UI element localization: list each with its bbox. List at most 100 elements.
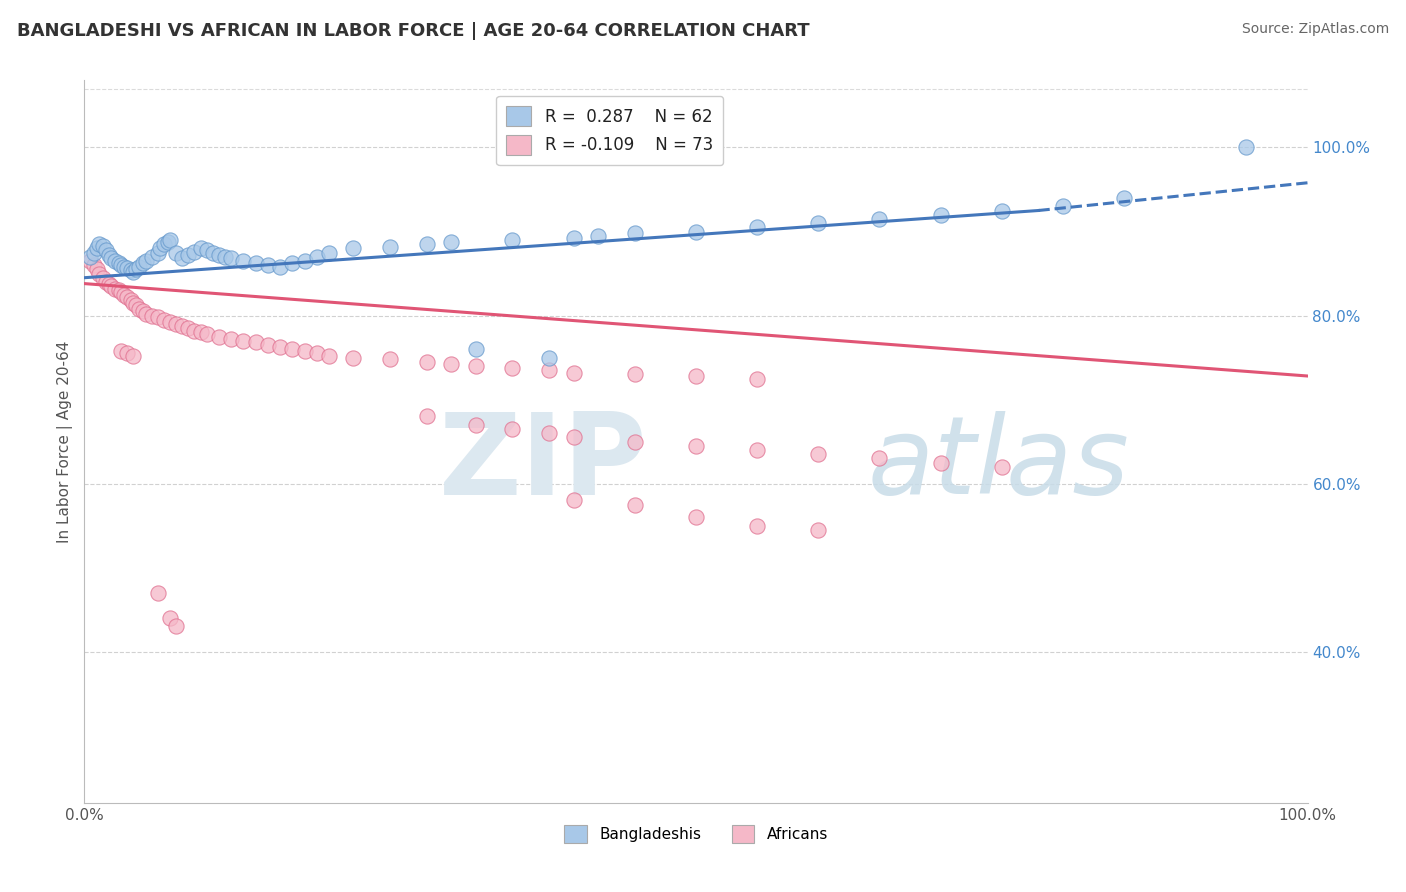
Point <box>104 253 127 268</box>
Point <box>86 241 108 255</box>
Point <box>281 342 304 356</box>
Point <box>342 351 364 365</box>
Point <box>153 237 176 252</box>
Point <box>440 357 463 371</box>
Point <box>83 258 105 272</box>
Point <box>869 451 891 466</box>
Point <box>146 310 169 325</box>
Point <box>79 250 101 264</box>
Point <box>172 318 194 333</box>
Point <box>107 256 129 270</box>
Point <box>100 252 122 266</box>
Point <box>685 225 707 239</box>
Point <box>257 338 280 352</box>
Point <box>232 334 254 348</box>
Point <box>97 248 120 262</box>
Point <box>110 285 132 299</box>
Point <box>747 442 769 457</box>
Point <box>538 426 561 441</box>
Point <box>115 346 138 360</box>
Point <box>562 430 585 444</box>
Text: Source: ZipAtlas.com: Source: ZipAtlas.com <box>1241 22 1389 37</box>
Point <box>125 262 148 277</box>
Point <box>120 293 142 308</box>
Point <box>538 351 561 365</box>
Point <box>87 237 110 252</box>
Point <box>245 335 267 350</box>
Point <box>269 260 291 274</box>
Point <box>929 208 952 222</box>
Point <box>110 343 132 358</box>
Point <box>747 371 769 385</box>
Point <box>128 260 150 274</box>
Point <box>624 434 647 449</box>
Point <box>562 231 585 245</box>
Point <box>153 312 176 326</box>
Point <box>165 619 187 633</box>
Point <box>624 498 647 512</box>
Point <box>440 235 463 249</box>
Point <box>257 258 280 272</box>
Point <box>183 324 205 338</box>
Y-axis label: In Labor Force | Age 20-64: In Labor Force | Age 20-64 <box>58 341 73 542</box>
Point <box>305 250 328 264</box>
Point <box>165 317 187 331</box>
Point <box>122 349 145 363</box>
Point <box>380 239 402 253</box>
Point <box>146 586 169 600</box>
Point <box>190 326 212 340</box>
Point <box>112 260 135 274</box>
Point <box>464 417 486 432</box>
Point <box>141 250 163 264</box>
Point <box>380 352 402 367</box>
Point <box>165 245 187 260</box>
Point <box>624 368 647 382</box>
Point <box>115 290 138 304</box>
Point <box>807 523 830 537</box>
Point <box>96 275 118 289</box>
Point <box>1236 140 1258 154</box>
Point <box>120 263 142 277</box>
Point <box>1114 191 1136 205</box>
Point <box>208 329 231 343</box>
Point <box>807 447 830 461</box>
Point <box>219 332 242 346</box>
Point <box>991 459 1014 474</box>
Point <box>100 279 122 293</box>
Point <box>232 253 254 268</box>
Point <box>149 241 172 255</box>
Point <box>807 216 830 230</box>
Text: BANGLADESHI VS AFRICAN IN LABOR FORCE | AGE 20-64 CORRELATION CHART: BANGLADESHI VS AFRICAN IN LABOR FORCE | … <box>17 22 810 40</box>
Point <box>183 244 205 259</box>
Point <box>502 422 524 436</box>
Point <box>869 211 891 226</box>
Point <box>135 253 157 268</box>
Point <box>110 258 132 272</box>
Point <box>464 342 486 356</box>
Point <box>562 366 585 380</box>
Point <box>91 239 114 253</box>
Point <box>128 301 150 316</box>
Point <box>156 235 179 249</box>
Point <box>538 363 561 377</box>
Point <box>190 241 212 255</box>
Point <box>79 253 101 268</box>
Point <box>318 349 340 363</box>
Point <box>685 510 707 524</box>
Point <box>685 439 707 453</box>
Point <box>159 611 181 625</box>
Point <box>281 256 304 270</box>
Point <box>562 493 585 508</box>
Point <box>141 309 163 323</box>
Point <box>502 360 524 375</box>
Point <box>97 277 120 291</box>
Point <box>219 252 242 266</box>
Point <box>269 341 291 355</box>
Point <box>177 321 200 335</box>
Point <box>305 346 328 360</box>
Point <box>86 262 108 277</box>
Point <box>172 252 194 266</box>
Point <box>342 241 364 255</box>
Point <box>747 518 769 533</box>
Text: atlas: atlas <box>868 410 1129 516</box>
